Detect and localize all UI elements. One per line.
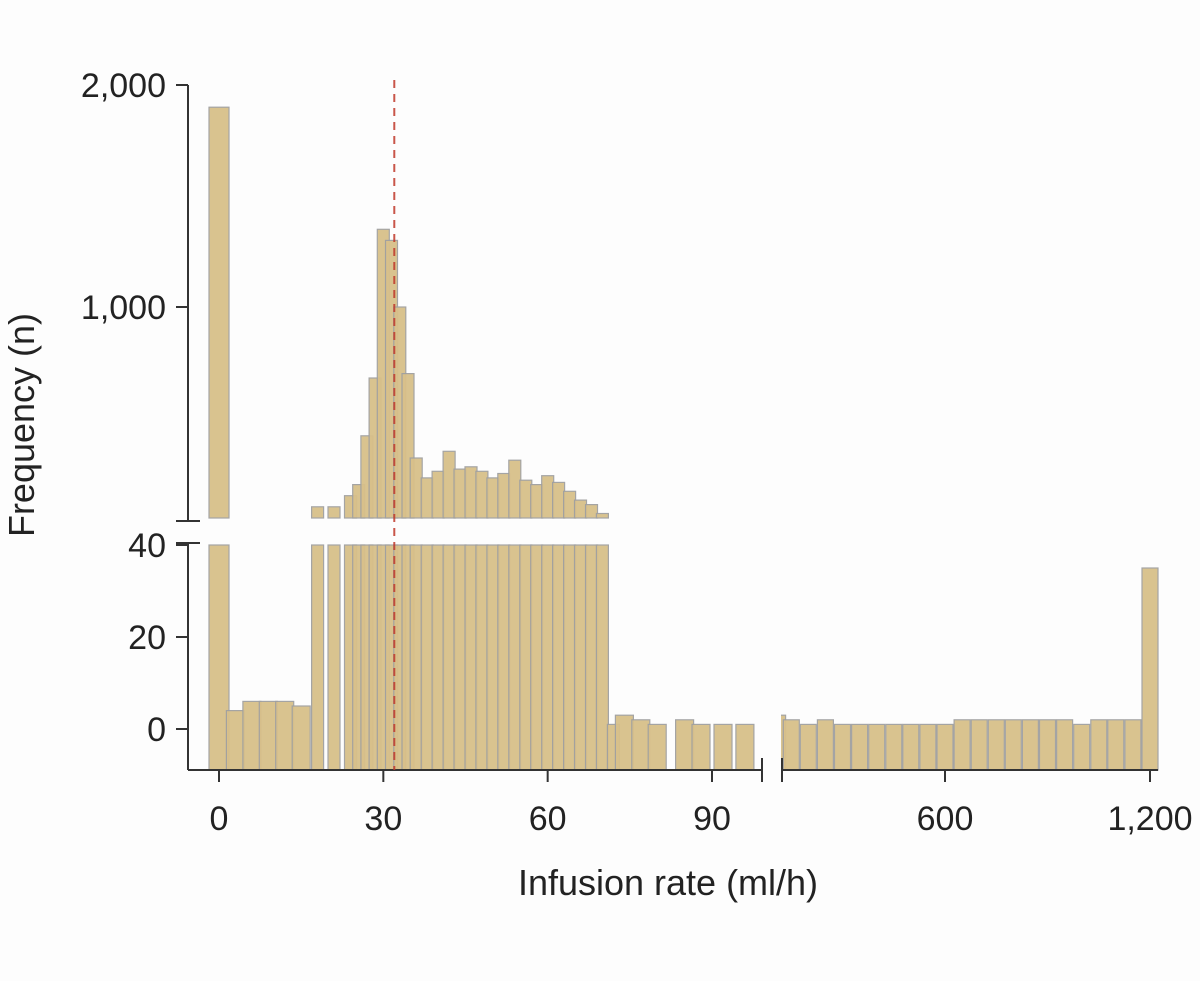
- histogram-bar-upper: [508, 459, 522, 519]
- histogram-bar-lower: [1090, 719, 1108, 771]
- histogram-bar-lower: [464, 544, 478, 771]
- histogram-bar-lower: [242, 700, 262, 771]
- x-tick-label: 90: [693, 800, 731, 838]
- histogram-bar-upper: [311, 506, 325, 519]
- histogram-bar-lower: [885, 723, 903, 771]
- histogram-bar-lower: [1055, 719, 1074, 771]
- y-tick-label: 40: [128, 527, 166, 565]
- histogram-bar-lower: [584, 544, 599, 771]
- y-break-gap: [198, 519, 1168, 543]
- histogram-bar-upper: [595, 512, 610, 519]
- histogram-bar-lower: [541, 544, 555, 771]
- histogram-bar-lower: [508, 544, 522, 771]
- histogram-bar-lower: [573, 544, 588, 771]
- histogram-bar-lower: [258, 700, 278, 771]
- x-tick-label: 30: [364, 800, 402, 838]
- histogram-bar-lower: [833, 723, 852, 771]
- histogram-bar-upper: [497, 472, 511, 519]
- histogram-bar-lower: [420, 544, 434, 771]
- histogram-bar-lower: [497, 544, 511, 771]
- histogram-bar-upper: [551, 481, 566, 519]
- histogram-bar-lower: [1021, 719, 1040, 771]
- histogram-bar-upper: [420, 477, 434, 519]
- histogram-bar-lower: [1004, 719, 1022, 771]
- histogram-bar-upper: [327, 506, 341, 519]
- histogram-bar-lower: [953, 719, 971, 771]
- histogram-bar-lower: [1073, 723, 1091, 771]
- y-tick-label: 0: [147, 711, 166, 749]
- histogram-bar-upper: [541, 475, 555, 519]
- histogram-bar-upper: [464, 466, 478, 519]
- x-tick-label: 1,200: [1107, 800, 1192, 838]
- histogram-bar-lower: [311, 544, 325, 771]
- histogram-bar-upper: [562, 490, 577, 519]
- y-tick-label: 1,000: [81, 289, 166, 327]
- histogram-bar-lower: [225, 709, 245, 771]
- histogram-bar-upper: [584, 504, 599, 519]
- labels-layer: 0 20 40 1,000 2,000 0 30 60 90 600 1,200: [81, 67, 1193, 838]
- histogram-bar-lower: [275, 700, 295, 771]
- histogram-bar-lower: [647, 723, 667, 771]
- histogram-bar-upper: [486, 477, 500, 519]
- histogram-bar-lower: [519, 544, 533, 771]
- histogram-bar-upper: [530, 484, 544, 519]
- histogram-bar-lower: [902, 723, 920, 771]
- histogram-bar-upper: [475, 470, 489, 519]
- histogram-bar-lower: [1124, 719, 1142, 771]
- histogram-bar-lower: [442, 544, 456, 771]
- histogram-bar-lower: [936, 723, 954, 771]
- histogram-bar-lower: [486, 544, 500, 771]
- histogram-bar-lower: [530, 544, 544, 771]
- histogram-bar-lower: [562, 544, 577, 771]
- histogram-bar-lower: [453, 544, 467, 771]
- histogram-bar-lower: [409, 544, 423, 771]
- histogram-bar-lower: [475, 544, 489, 771]
- histogram-bar-lower: [614, 714, 635, 771]
- histogram-bar-lower: [674, 719, 695, 771]
- histogram-bar-lower: [431, 544, 445, 771]
- histogram-bar-lower: [1141, 567, 1159, 771]
- histogram-bar-lower: [713, 723, 733, 771]
- x-tick-label: 60: [529, 800, 567, 838]
- histogram-bar-lower: [691, 723, 711, 771]
- histogram-bar-lower: [816, 719, 835, 771]
- histogram-bar-lower: [1038, 719, 1057, 771]
- histogram-bar-lower: [782, 719, 800, 771]
- histogram-bar-upper: [573, 499, 588, 519]
- x-axis-title: Infusion rate (ml/h): [518, 862, 818, 903]
- histogram-bar-lower: [970, 719, 988, 771]
- histogram-bar-lower: [799, 723, 817, 771]
- histogram-bar-upper: [409, 457, 423, 519]
- x-tick-label: 0: [210, 800, 229, 838]
- histogram-bar-upper: [442, 450, 456, 519]
- histogram-bar-lower: [595, 544, 610, 771]
- histogram-bar-lower: [1107, 719, 1125, 771]
- histogram-bar-lower: [735, 723, 755, 771]
- x-break-gap: [763, 500, 781, 780]
- histogram-bar-lower: [919, 723, 937, 771]
- histogram-bar-upper: [519, 479, 533, 519]
- histogram-bar-upper: [208, 106, 230, 519]
- histogram-bar-lower: [631, 719, 651, 771]
- bars-layer: [198, 106, 1168, 780]
- y-axis-title: Frequency (n): [1, 313, 42, 537]
- histogram-bar-lower: [850, 723, 869, 771]
- y-tick-label: 20: [128, 619, 166, 657]
- axes-layer: [176, 84, 1158, 782]
- histogram-bar-upper: [453, 468, 467, 519]
- y-tick-label: 2,000: [81, 67, 166, 105]
- histogram-bar-lower: [987, 719, 1005, 771]
- histogram-bar-lower: [868, 723, 886, 771]
- x-tick-label: 600: [917, 800, 974, 838]
- histogram-bar-lower: [551, 544, 566, 771]
- histogram-bar-lower: [327, 544, 341, 771]
- histogram-bar-lower: [291, 705, 311, 771]
- histogram-bar-upper: [431, 470, 445, 519]
